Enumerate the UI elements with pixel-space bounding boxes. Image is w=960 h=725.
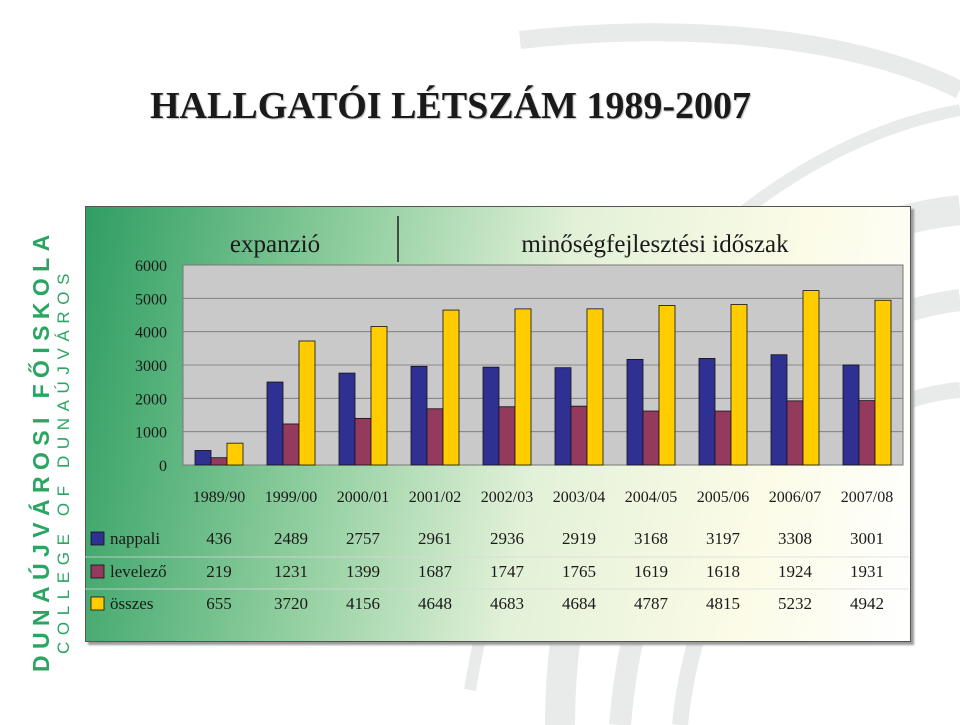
bar-3-10 bbox=[874, 299, 892, 466]
table-cell-1-5: 2936 bbox=[490, 529, 524, 548]
legend-key-1 bbox=[90, 531, 105, 546]
y-tick-label: 3000 bbox=[135, 358, 167, 375]
bar-1-9 bbox=[770, 354, 788, 466]
bar-2-1 bbox=[210, 457, 228, 466]
bars-layer bbox=[194, 290, 892, 466]
y-tick-label: 0 bbox=[159, 458, 167, 475]
bar-2-5 bbox=[498, 406, 516, 466]
bar-3-5 bbox=[514, 308, 532, 466]
bar-3-4 bbox=[442, 309, 460, 466]
legend-label-1: nappali bbox=[110, 529, 160, 548]
x-tick-label: 2006/07 bbox=[769, 489, 821, 506]
bar-2-3 bbox=[354, 417, 372, 466]
bar-2-4 bbox=[426, 408, 444, 466]
bar-2-7 bbox=[642, 410, 660, 466]
bar-3-7 bbox=[658, 305, 676, 466]
brand-vertical-text: DUNAÚJVÁROSI FŐISKOLA bbox=[28, 228, 54, 672]
table-cell-2-5: 1747 bbox=[490, 562, 525, 581]
bar-1-6 bbox=[554, 367, 572, 466]
table-cell-3-2: 3720 bbox=[274, 594, 308, 613]
bar-2-2 bbox=[282, 423, 300, 466]
y-tick-label: 5000 bbox=[135, 291, 167, 308]
legend-label-3: összes bbox=[110, 594, 153, 613]
bar-1-8 bbox=[698, 358, 716, 466]
table-cell-2-9: 1924 bbox=[778, 562, 813, 581]
x-tick-label: 2004/05 bbox=[625, 489, 677, 506]
x-tick-label: 2001/02 bbox=[409, 489, 461, 506]
table-cell-3-4: 4648 bbox=[418, 594, 452, 613]
table-cell-3-8: 4815 bbox=[706, 594, 740, 613]
table-cell-1-10: 3001 bbox=[850, 529, 884, 548]
bar-2-6 bbox=[570, 405, 588, 466]
x-tick-label: 2005/06 bbox=[697, 489, 749, 506]
legend-key-2 bbox=[90, 564, 105, 579]
table-cell-1-8: 3197 bbox=[706, 529, 741, 548]
data-table: nappali 436 2489 2757 2961 2936 2919 3168 3197 33… bbox=[85, 529, 909, 613]
table-cell-1-3: 2757 bbox=[346, 529, 381, 548]
y-tick-label: 2000 bbox=[135, 391, 167, 408]
table-cell-1-9: 3308 bbox=[778, 529, 812, 548]
bar-1-2 bbox=[266, 381, 284, 466]
table-cell-3-9: 5232 bbox=[778, 594, 812, 613]
x-tick-label: 1999/00 bbox=[265, 489, 317, 506]
bar-1-5 bbox=[482, 366, 500, 466]
legend-key-3 bbox=[90, 596, 105, 611]
table-cell-3-6: 4684 bbox=[562, 594, 597, 613]
bar-3-6 bbox=[586, 308, 604, 466]
annotation-minosegfejlesztes: minőségfejlesztési időszak bbox=[521, 231, 789, 258]
x-tick-label: 2002/03 bbox=[481, 489, 533, 506]
bar-1-10 bbox=[842, 364, 860, 466]
bar-3-2 bbox=[298, 340, 316, 466]
x-tick-labels: 1989/90 1999/00 2000/01 2001/02 2002/03 2003/… bbox=[193, 489, 893, 506]
table-cell-3-3: 4156 bbox=[346, 594, 380, 613]
table-cell-1-4: 2961 bbox=[418, 529, 452, 548]
table-cell-2-3: 1399 bbox=[346, 562, 380, 581]
bar-3-9 bbox=[802, 290, 820, 466]
bar-2-9 bbox=[786, 400, 804, 466]
table-cell-1-2: 2489 bbox=[274, 529, 308, 548]
y-tick-label: 4000 bbox=[135, 325, 167, 342]
table-cell-2-2: 1231 bbox=[274, 562, 308, 581]
table-cell-2-1: 219 bbox=[206, 562, 232, 581]
bar-2-10 bbox=[858, 400, 876, 466]
bar-3-1 bbox=[226, 442, 244, 466]
bar-2-8 bbox=[714, 410, 732, 466]
page-title: HALLGATÓI LÉTSZÁM 1989-2007 bbox=[150, 85, 752, 127]
brand-vertical-subtext: COLLEGE OF DUNAÚJVÁROS bbox=[54, 266, 73, 654]
table-cell-1-1: 436 bbox=[206, 529, 232, 548]
bar-1-7 bbox=[626, 358, 644, 466]
table-cell-3-5: 4683 bbox=[490, 594, 524, 613]
x-tick-label: 2007/08 bbox=[841, 489, 893, 506]
bar-3-8 bbox=[730, 304, 748, 466]
table-cell-2-7: 1619 bbox=[634, 562, 668, 581]
bar-1-4 bbox=[410, 365, 428, 466]
table-cell-2-6: 1765 bbox=[562, 562, 596, 581]
x-tick-label: 1989/90 bbox=[193, 489, 245, 506]
table-cell-3-1: 655 bbox=[206, 594, 232, 613]
bar-1-3 bbox=[338, 372, 356, 466]
x-tick-label: 2000/01 bbox=[337, 489, 389, 506]
bar-1-1 bbox=[194, 450, 212, 466]
annotation-expanzio: expanzió bbox=[230, 231, 320, 258]
table-cell-1-6: 2919 bbox=[562, 529, 596, 548]
legend-label-2: levelező bbox=[110, 562, 167, 581]
table-cell-3-7: 4787 bbox=[634, 594, 669, 613]
bar-3-3 bbox=[370, 326, 388, 466]
table-cell-2-8: 1618 bbox=[706, 562, 740, 581]
x-tick-label: 2003/04 bbox=[553, 489, 605, 506]
table-cell-3-10: 4942 bbox=[850, 594, 884, 613]
bar-chart: expanzió minőségfejlesztési időszak 0 100… bbox=[85, 216, 909, 613]
table-cell-2-4: 1687 bbox=[418, 562, 453, 581]
y-tick-label: 1000 bbox=[135, 425, 167, 442]
table-cell-2-10: 1931 bbox=[850, 562, 884, 581]
y-tick-label: 6000 bbox=[135, 258, 167, 275]
table-cell-1-7: 3168 bbox=[634, 529, 668, 548]
y-tick-labels: 0 1000 2000 3000 4000 5000 6000 bbox=[135, 258, 167, 475]
